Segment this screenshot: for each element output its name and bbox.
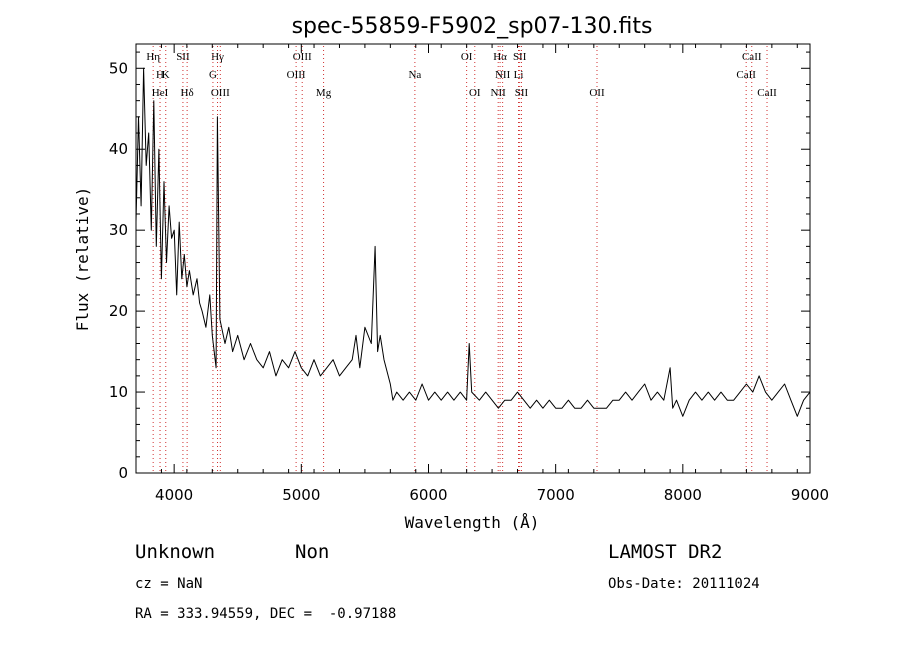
line-label-10: OIII xyxy=(287,69,306,81)
y-tick-label-3: 30 xyxy=(109,221,128,239)
line-label-1: K xyxy=(162,69,170,81)
plot-frame xyxy=(135,43,811,474)
line-label-8: OIII xyxy=(211,87,230,99)
spectrum-line-0 xyxy=(135,67,811,417)
line-label-0: Hη xyxy=(146,51,160,63)
line-label-13: OI xyxy=(461,51,473,63)
line-label-20: SII xyxy=(515,87,529,99)
line-label-19: Li xyxy=(514,69,524,81)
line-label-5: Hδ xyxy=(181,87,194,99)
emission-line-markers: HηKHHeISIIHδHγGOIIIOIIIOIIIMgNaOIOIHαNII… xyxy=(146,46,777,473)
y-tick-label-1: 10 xyxy=(109,383,128,401)
line-label-3: HeI xyxy=(152,87,169,99)
y-tick-label-2: 20 xyxy=(109,302,128,320)
y-tick-label-5: 50 xyxy=(109,59,128,77)
object-subclass: Non xyxy=(295,541,330,563)
coordinates-text: RA = 333.94559, DEC = -0.97188 xyxy=(135,606,397,622)
x-axis-label: Wavelength (Å) xyxy=(405,513,540,532)
y-axis-label: Flux (relative) xyxy=(73,187,92,332)
line-label-17: NII xyxy=(491,87,507,99)
x-tick-label-1: 5000 xyxy=(282,486,320,504)
line-label-7: G xyxy=(209,69,217,81)
line-label-11: Mg xyxy=(316,87,332,99)
obs-date: Obs-Date: 20111024 xyxy=(608,576,760,592)
object-class: Unknown xyxy=(135,541,216,563)
axis-ticks: 4000 5000 6000 7000 8000 9000 0 10 20 30 40 50 xyxy=(109,44,829,504)
line-label-9: OIII xyxy=(293,51,312,63)
line-label-6: Hγ xyxy=(211,51,224,63)
line-label-4: SII xyxy=(176,51,190,63)
line-label-16: NII xyxy=(495,69,511,81)
line-label-21: OII xyxy=(589,87,605,99)
line-label-15: Hα xyxy=(493,51,507,63)
line-label-22: CaII xyxy=(742,51,762,63)
line-label-18: SII xyxy=(513,51,527,63)
y-tick-label-0: 0 xyxy=(118,464,128,482)
survey-name: LAMOST DR2 xyxy=(608,541,723,563)
x-tick-label-0: 4000 xyxy=(155,486,193,504)
y-tick-label-4: 40 xyxy=(109,140,128,158)
x-tick-label-4: 8000 xyxy=(664,486,702,504)
spectrum-series xyxy=(135,67,811,417)
line-label-14: OI xyxy=(469,87,481,99)
x-tick-label-2: 6000 xyxy=(409,486,447,504)
x-tick-label-5: 9000 xyxy=(791,486,829,504)
line-label-24: CaII xyxy=(757,87,777,99)
line-label-23: CaII xyxy=(736,69,756,81)
line-label-12: Na xyxy=(408,69,421,81)
x-tick-label-3: 7000 xyxy=(537,486,575,504)
redshift-text: cz = NaN xyxy=(135,576,203,592)
chart-title: spec-55859-F5902_sp07-130.fits xyxy=(292,14,653,39)
